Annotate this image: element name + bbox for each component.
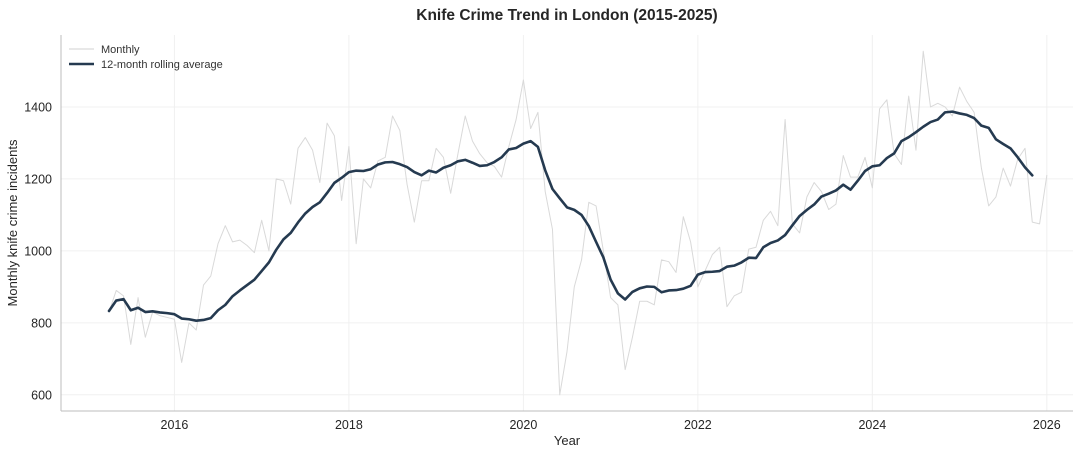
legend-label-monthly: Monthly bbox=[101, 44, 140, 56]
series-lines bbox=[107, 50, 1048, 396]
y-tick-label-1200: 1200 bbox=[24, 172, 52, 186]
y-tick-label-1400: 1400 bbox=[24, 100, 52, 114]
x-tick-label-2022: 2022 bbox=[684, 418, 712, 432]
x-tick-label-2018: 2018 bbox=[335, 418, 363, 432]
y-tick-label-600: 600 bbox=[31, 388, 52, 402]
chart-title: Knife Crime Trend in London (2015-2025) bbox=[416, 7, 717, 24]
x-tick-label-2024: 2024 bbox=[858, 418, 886, 432]
x-tick-label-2026: 2026 bbox=[1033, 418, 1061, 432]
legend-label-rolling-average: 12-month rolling average bbox=[101, 59, 223, 71]
axes: 2016 2018 2020 2022 2024 2026 600 800 1000 1200 14… bbox=[24, 35, 1073, 432]
y-tick-label-1000: 1000 bbox=[24, 244, 52, 258]
series-line-monthly bbox=[108, 50, 1048, 396]
grid bbox=[61, 35, 1073, 411]
x-axis-label: Year bbox=[554, 433, 581, 448]
legend: Monthly 12-month rolling average bbox=[69, 44, 223, 71]
x-tick-label-2020: 2020 bbox=[509, 418, 537, 432]
series-line-12-month-rolling-average bbox=[107, 110, 1034, 322]
y-axis-label: Monthly knife crime incidents bbox=[5, 139, 20, 306]
x-tick-label-2016: 2016 bbox=[161, 418, 189, 432]
y-tick-label-800: 800 bbox=[31, 316, 52, 330]
